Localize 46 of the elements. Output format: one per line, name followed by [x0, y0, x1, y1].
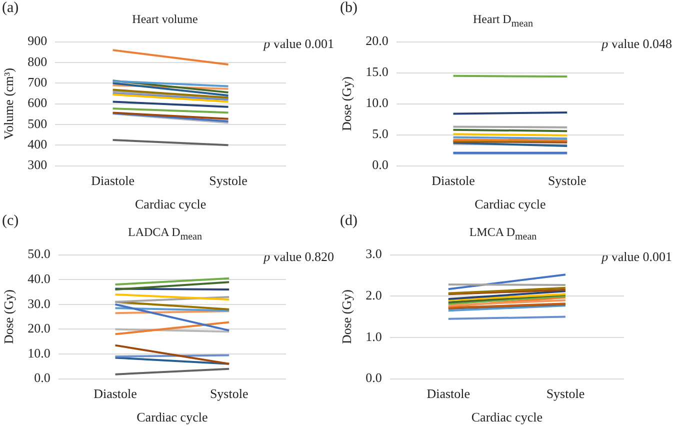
y-tick-label: 20.0 — [366, 33, 388, 48]
chart-title: Heart volume — [131, 12, 199, 27]
y-tick-label: 0.0 — [372, 157, 388, 172]
x-axis-title: Cardiac cycle — [136, 410, 208, 425]
y-axis-title: Dose (Gy) — [339, 290, 354, 344]
chart-title: LADCA D$_{mean}$ — [127, 225, 203, 242]
y-tick-label: 800 — [28, 54, 48, 69]
text: (d) — [340, 213, 358, 230]
x-tick-label: Diastole — [91, 173, 135, 188]
y-tick-label: 10.0 — [28, 345, 50, 360]
y-tick-label: 30.0 — [28, 296, 50, 311]
x-tick-label: Diastole — [432, 173, 476, 188]
x-tick-label: Systole — [210, 386, 248, 402]
chart-title: LMCA D$_{mean}$ — [468, 225, 538, 242]
x-tick-label: Systole — [209, 173, 248, 188]
x-tick-label: Systole — [548, 173, 586, 188]
y-axis-title: Dose (Gy) — [1, 290, 16, 344]
y-axis-title: Volume (cm³) — [1, 68, 16, 140]
y-tick-label: 20.0 — [28, 320, 50, 336]
y-tick-label: 400 — [28, 136, 48, 152]
x-tick-label: Diastole — [426, 386, 470, 402]
y-tick-label: 50.0 — [28, 246, 50, 262]
y-tick-label: 1.0 — [366, 328, 382, 344]
text: (b) — [340, 0, 358, 17]
y-tick-label: 700 — [28, 74, 48, 90]
y-tick-label: 5.0 — [372, 126, 388, 142]
y-tick-label: 600 — [28, 95, 48, 110]
x-tick-label: Systole — [546, 386, 585, 402]
y-axis-title: Dose (Gy) — [339, 76, 354, 132]
chart-title: Heart D$_{mean}$ — [472, 12, 534, 30]
text: (c) — [2, 213, 19, 230]
y-tick-label: 300 — [28, 157, 48, 172]
y-tick-label: 500 — [28, 116, 48, 131]
y-tick-label: 900 — [28, 33, 48, 48]
y-tick-label: 15.0 — [366, 64, 388, 80]
y-tick-label: 2.0 — [366, 288, 382, 303]
y-tick-label: 40.0 — [28, 271, 50, 286]
x-tick-label: Diastole — [94, 386, 138, 402]
y-tick-label: 10.0 — [366, 95, 388, 110]
x-axis-title: Cardiac cycle — [135, 196, 206, 212]
text: (a) — [2, 0, 19, 17]
y-tick-label: 3.0 — [366, 246, 382, 262]
y-tick-label: 0.0 — [366, 370, 382, 386]
y-tick-label: 0.0 — [34, 370, 50, 386]
x-axis-title: Cardiac cycle — [474, 196, 546, 212]
x-axis-title: Cardiac cycle — [471, 410, 543, 425]
